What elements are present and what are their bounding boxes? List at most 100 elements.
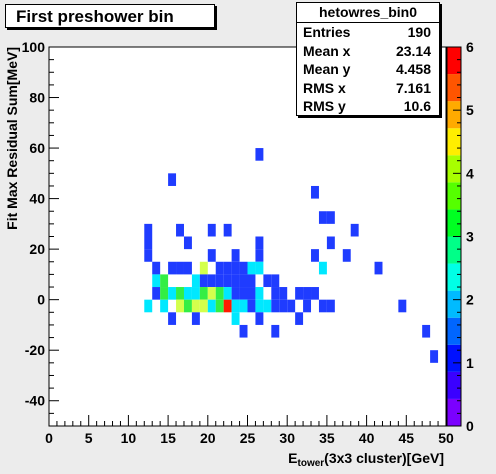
heatmap-cell: [199, 299, 208, 313]
heatmap-cell: [271, 299, 280, 313]
stats-label: Mean y: [303, 61, 351, 78]
colorbar-segment: [447, 128, 461, 156]
heatmap-cell: [239, 324, 248, 338]
colorbar-tick-label: 3: [466, 229, 474, 245]
heatmap-cell: [255, 148, 264, 161]
heatmap-cell: [318, 261, 327, 275]
heatmap-cell: [168, 173, 177, 186]
colorbar-tick-label: 0: [466, 418, 474, 434]
colorbar-segment: [447, 209, 461, 237]
heatmap-cell: [144, 299, 153, 313]
heatmap-cell: [255, 287, 264, 300]
heatmap-cell: [223, 287, 232, 300]
heatmap-cell: [207, 274, 216, 288]
colorbar-segment: [447, 317, 461, 345]
heatmap-cell: [255, 312, 264, 325]
heatmap-cell: [279, 299, 288, 313]
heatmap-cell: [176, 261, 184, 275]
heatmap-cell: [168, 287, 177, 300]
heatmap-cell: [152, 287, 161, 300]
colorbar-segment: [447, 182, 461, 210]
heatmap-cell: [231, 249, 240, 262]
colorbar-segment: [447, 155, 461, 183]
heatmap-cell: [295, 287, 304, 300]
heatmap-cell: [318, 211, 327, 224]
stats-value: 190: [407, 24, 431, 40]
y-tick-label: 0: [37, 292, 45, 308]
x-tick-label: 35: [319, 430, 335, 446]
heatmap-cell: [239, 299, 248, 313]
heatmap-cell: [326, 299, 335, 313]
heatmap-cell: [279, 287, 288, 300]
colorbar-segment: [447, 236, 461, 264]
stats-name: hetowres_bin0: [297, 3, 439, 23]
colorbar-segment: [447, 263, 461, 291]
colorbar-tick-label: 1: [466, 355, 474, 371]
heatmap-cell: [295, 312, 304, 325]
heatmap-cell: [207, 287, 216, 300]
heatmap-cell: [255, 299, 264, 313]
stats-label: RMS y: [303, 98, 346, 115]
stats-row-rms-y: RMS y 10.6: [297, 97, 439, 116]
heatmap-cell: [231, 261, 240, 275]
heatmap-cell: [191, 299, 200, 313]
stats-label: Entries: [303, 24, 351, 40]
colorbar-segment: [447, 47, 461, 75]
heatmap-cell: [311, 287, 319, 300]
stats-label: RMS x: [303, 79, 346, 96]
heatmap-cell: [199, 274, 208, 288]
heatmap-cell: [239, 274, 248, 288]
heatmap-cell: [191, 287, 200, 300]
colorbar-segment: [447, 290, 461, 318]
stats-row-mean-x: Mean x 23.14: [297, 42, 439, 61]
y-tick-label: 20: [29, 241, 45, 257]
stats-value: 7.161: [395, 79, 431, 96]
stats-label: Mean x: [303, 42, 351, 59]
heatmap-cell: [247, 299, 256, 313]
colorbar-tick-label: 5: [466, 102, 474, 118]
stats-row-entries: Entries 190: [297, 23, 439, 42]
heatmap-cell: [247, 287, 256, 300]
heatmap-cell: [152, 274, 161, 288]
heatmap-cell: [303, 299, 312, 313]
heatmap-cell: [160, 299, 169, 313]
heatmap-cell: [215, 274, 224, 288]
colorbar-segment: [447, 371, 461, 399]
heatmap-cell: [255, 261, 264, 275]
heatmap-cell: [398, 299, 407, 313]
stats-row-mean-y: Mean y 4.458: [297, 60, 439, 79]
heatmap-cell: [144, 236, 153, 250]
heatmap-cell: [271, 287, 280, 300]
heatmap-cell: [191, 274, 200, 288]
heatmap-cell: [215, 299, 224, 313]
heatmap-cell: [215, 261, 224, 275]
heatmap-cell: [342, 249, 351, 262]
heatmap-cell: [326, 236, 335, 250]
heatmap-cell: [207, 249, 216, 262]
heatmap-cell: [231, 287, 240, 300]
y-tick-label: -20: [25, 342, 45, 358]
x-tick-label: 10: [121, 430, 137, 446]
heatmap-cell: [183, 287, 192, 300]
y-tick-label: 40: [29, 191, 45, 207]
x-tick-label: 15: [160, 430, 176, 446]
colorbar-segment: [447, 101, 461, 129]
heatmap-cell: [176, 299, 184, 313]
heatmap-cell: [160, 274, 169, 288]
y-tick-label: 60: [29, 140, 45, 156]
stats-value: 23.14: [395, 42, 431, 59]
x-tick-label: 5: [85, 430, 93, 446]
x-tick-label: 40: [359, 430, 375, 446]
x-tick-label: 50: [438, 430, 454, 446]
heatmap-cell: [183, 299, 192, 313]
heatmap-cell: [247, 261, 256, 275]
heatmap-cell: [168, 261, 177, 275]
heatmap-cell: [144, 249, 153, 262]
heatmap-cell: [183, 261, 192, 275]
y-tick-label: 100: [22, 39, 46, 55]
heatmap-cell: [239, 287, 248, 300]
heatmap-cell: [207, 299, 216, 313]
x-tick-label: 30: [279, 430, 295, 446]
heatmap-cell: [183, 236, 192, 250]
